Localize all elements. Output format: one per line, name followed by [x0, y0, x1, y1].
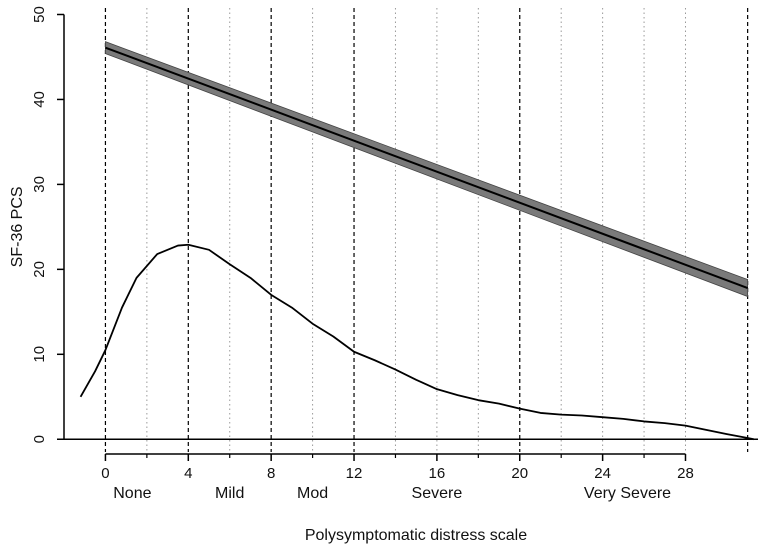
x-tick-label: 24 — [594, 465, 611, 482]
severity-label: None — [113, 485, 151, 502]
y-tick-label: 30 — [31, 176, 48, 193]
severity-label: Mod — [297, 485, 328, 502]
y-tick-label: 20 — [31, 261, 48, 278]
x-axis-title: Polysymptomatic distress scale — [305, 527, 527, 544]
labels: 0 10 20 30 40 50 0 4 8 12 16 20 24 28 None Mild Mod Sever… — [31, 6, 694, 502]
axes — [57, 13, 758, 461]
y-tick-label: 10 — [31, 346, 48, 363]
severity-label: Very Severe — [584, 485, 671, 502]
series — [79, 41, 755, 441]
x-tick-label: 28 — [677, 465, 694, 482]
y-tick-label: 0 — [31, 435, 48, 443]
x-tick-label: 4 — [184, 465, 192, 482]
x-tick-label: 8 — [267, 465, 275, 482]
y-tick-label: 50 — [31, 6, 48, 23]
x-tick-label: 20 — [511, 465, 528, 482]
confidence-band — [105, 41, 749, 298]
gridlines — [146, 8, 686, 452]
regression-line — [105, 46, 748, 289]
severity-label: Mild — [215, 485, 244, 502]
x-tick-label: 0 — [101, 465, 109, 482]
x-tick-label: 12 — [346, 465, 363, 482]
severity-label: Severe — [412, 485, 463, 502]
x-tick-label: 16 — [429, 465, 446, 482]
y-tick-label: 40 — [31, 91, 48, 108]
density-curve — [79, 243, 755, 441]
y-axis-title: SF-36 PCS — [9, 186, 26, 267]
